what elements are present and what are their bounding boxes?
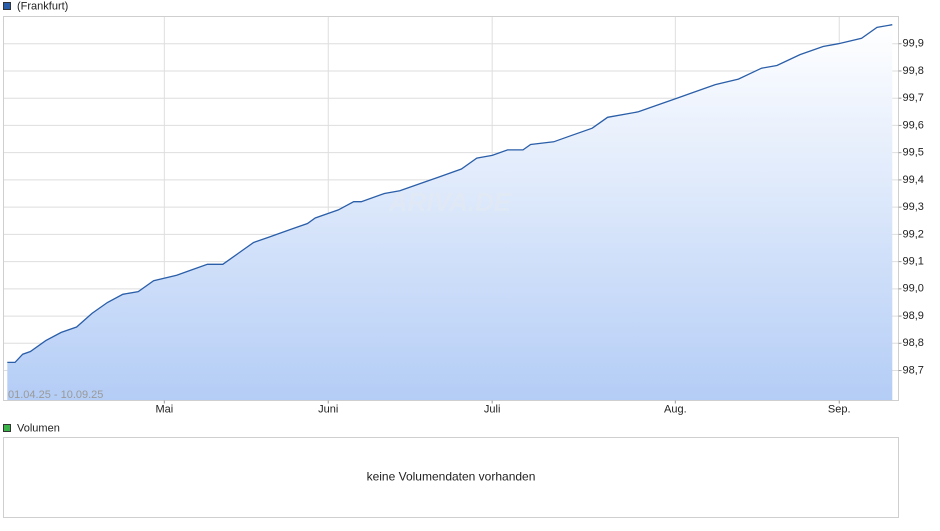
legend-label: Volumen bbox=[17, 422, 60, 434]
watermark: ARIVA.DE bbox=[388, 187, 512, 217]
y-tick-label: 98,9 bbox=[903, 310, 924, 322]
y-tick-label: 99,5 bbox=[903, 147, 924, 159]
legend-swatch bbox=[3, 2, 11, 10]
y-tick-label: 98,8 bbox=[903, 337, 924, 349]
volume-message: keine Volumendaten vorhanden bbox=[367, 470, 536, 484]
y-tick-label: 99,3 bbox=[903, 201, 924, 213]
y-tick-label: 99,9 bbox=[903, 38, 924, 50]
area-fill bbox=[7, 24, 893, 401]
y-tick-label: 99,0 bbox=[903, 283, 924, 295]
y-tick-label: 99,7 bbox=[903, 92, 924, 104]
range-label: 01.04.25 - 10.09.25 bbox=[8, 389, 103, 401]
y-tick-label: 98,7 bbox=[903, 364, 924, 376]
volume-frame bbox=[3, 437, 899, 518]
x-tick-label: Juni bbox=[318, 403, 338, 415]
y-tick-label: 99,8 bbox=[903, 65, 924, 77]
x-tick-label: Sep. bbox=[828, 403, 851, 415]
plot-frame bbox=[3, 16, 899, 401]
line bbox=[7, 24, 893, 364]
y-tick-label: 99,1 bbox=[903, 256, 924, 268]
y-tick-label: 99,6 bbox=[903, 119, 924, 131]
x-tick-label: Juli bbox=[484, 403, 501, 415]
x-tick-label: Mai bbox=[155, 403, 173, 415]
legend-swatch bbox=[3, 424, 11, 432]
y-tick-label: 99,2 bbox=[903, 228, 924, 240]
y-tick-label: 99,4 bbox=[903, 174, 924, 186]
legend-label: (Frankfurt) bbox=[17, 0, 68, 12]
x-tick-label: Aug. bbox=[664, 403, 687, 415]
